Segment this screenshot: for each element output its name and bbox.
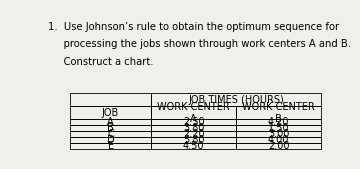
Text: 5.80: 5.80 [183,135,204,145]
Text: JOB TIMES (HOURS): JOB TIMES (HOURS) [188,95,284,105]
Bar [70,93,151,106]
Bar [70,143,151,149]
Bar [151,137,236,143]
Text: 3.00: 3.00 [268,129,289,139]
Bar [70,125,151,131]
Text: 4.50: 4.50 [183,141,204,151]
Bar [70,131,151,137]
Text: WORK CENTER
B: WORK CENTER B [242,102,315,124]
Text: 2.00: 2.00 [268,141,289,151]
Text: 4.20: 4.20 [268,117,289,127]
Bar [236,137,321,143]
Bar [151,125,236,131]
Text: 2.50: 2.50 [183,117,204,127]
Bar [70,137,151,143]
Bar [236,106,321,119]
Bar [236,125,321,131]
Bar [70,119,151,125]
Bar [236,119,321,125]
Text: B: B [107,123,114,133]
Text: A: A [107,117,114,127]
Bar [236,143,321,149]
Bar [151,106,236,119]
Bar [151,143,236,149]
Text: 2.20: 2.20 [183,129,204,139]
Text: C: C [107,129,114,139]
Text: processing the jobs shown through work centers A and B.: processing the jobs shown through work c… [48,39,351,49]
Text: 1.50: 1.50 [268,123,289,133]
Text: 1.  Use Johnson’s rule to obtain the optimum sequence for: 1. Use Johnson’s rule to obtain the opti… [48,22,339,32]
Text: Construct a chart.: Construct a chart. [48,57,153,67]
Text: JOB: JOB [102,108,119,118]
Text: 4.00: 4.00 [268,135,289,145]
Bar [70,106,151,119]
Bar [151,119,236,125]
Text: 3.80: 3.80 [183,123,204,133]
Bar [236,131,321,137]
Bar [151,93,321,106]
Text: E: E [108,141,114,151]
Bar [151,131,236,137]
Text: WORK CENTER
A: WORK CENTER A [157,102,230,124]
Text: D: D [107,135,114,145]
